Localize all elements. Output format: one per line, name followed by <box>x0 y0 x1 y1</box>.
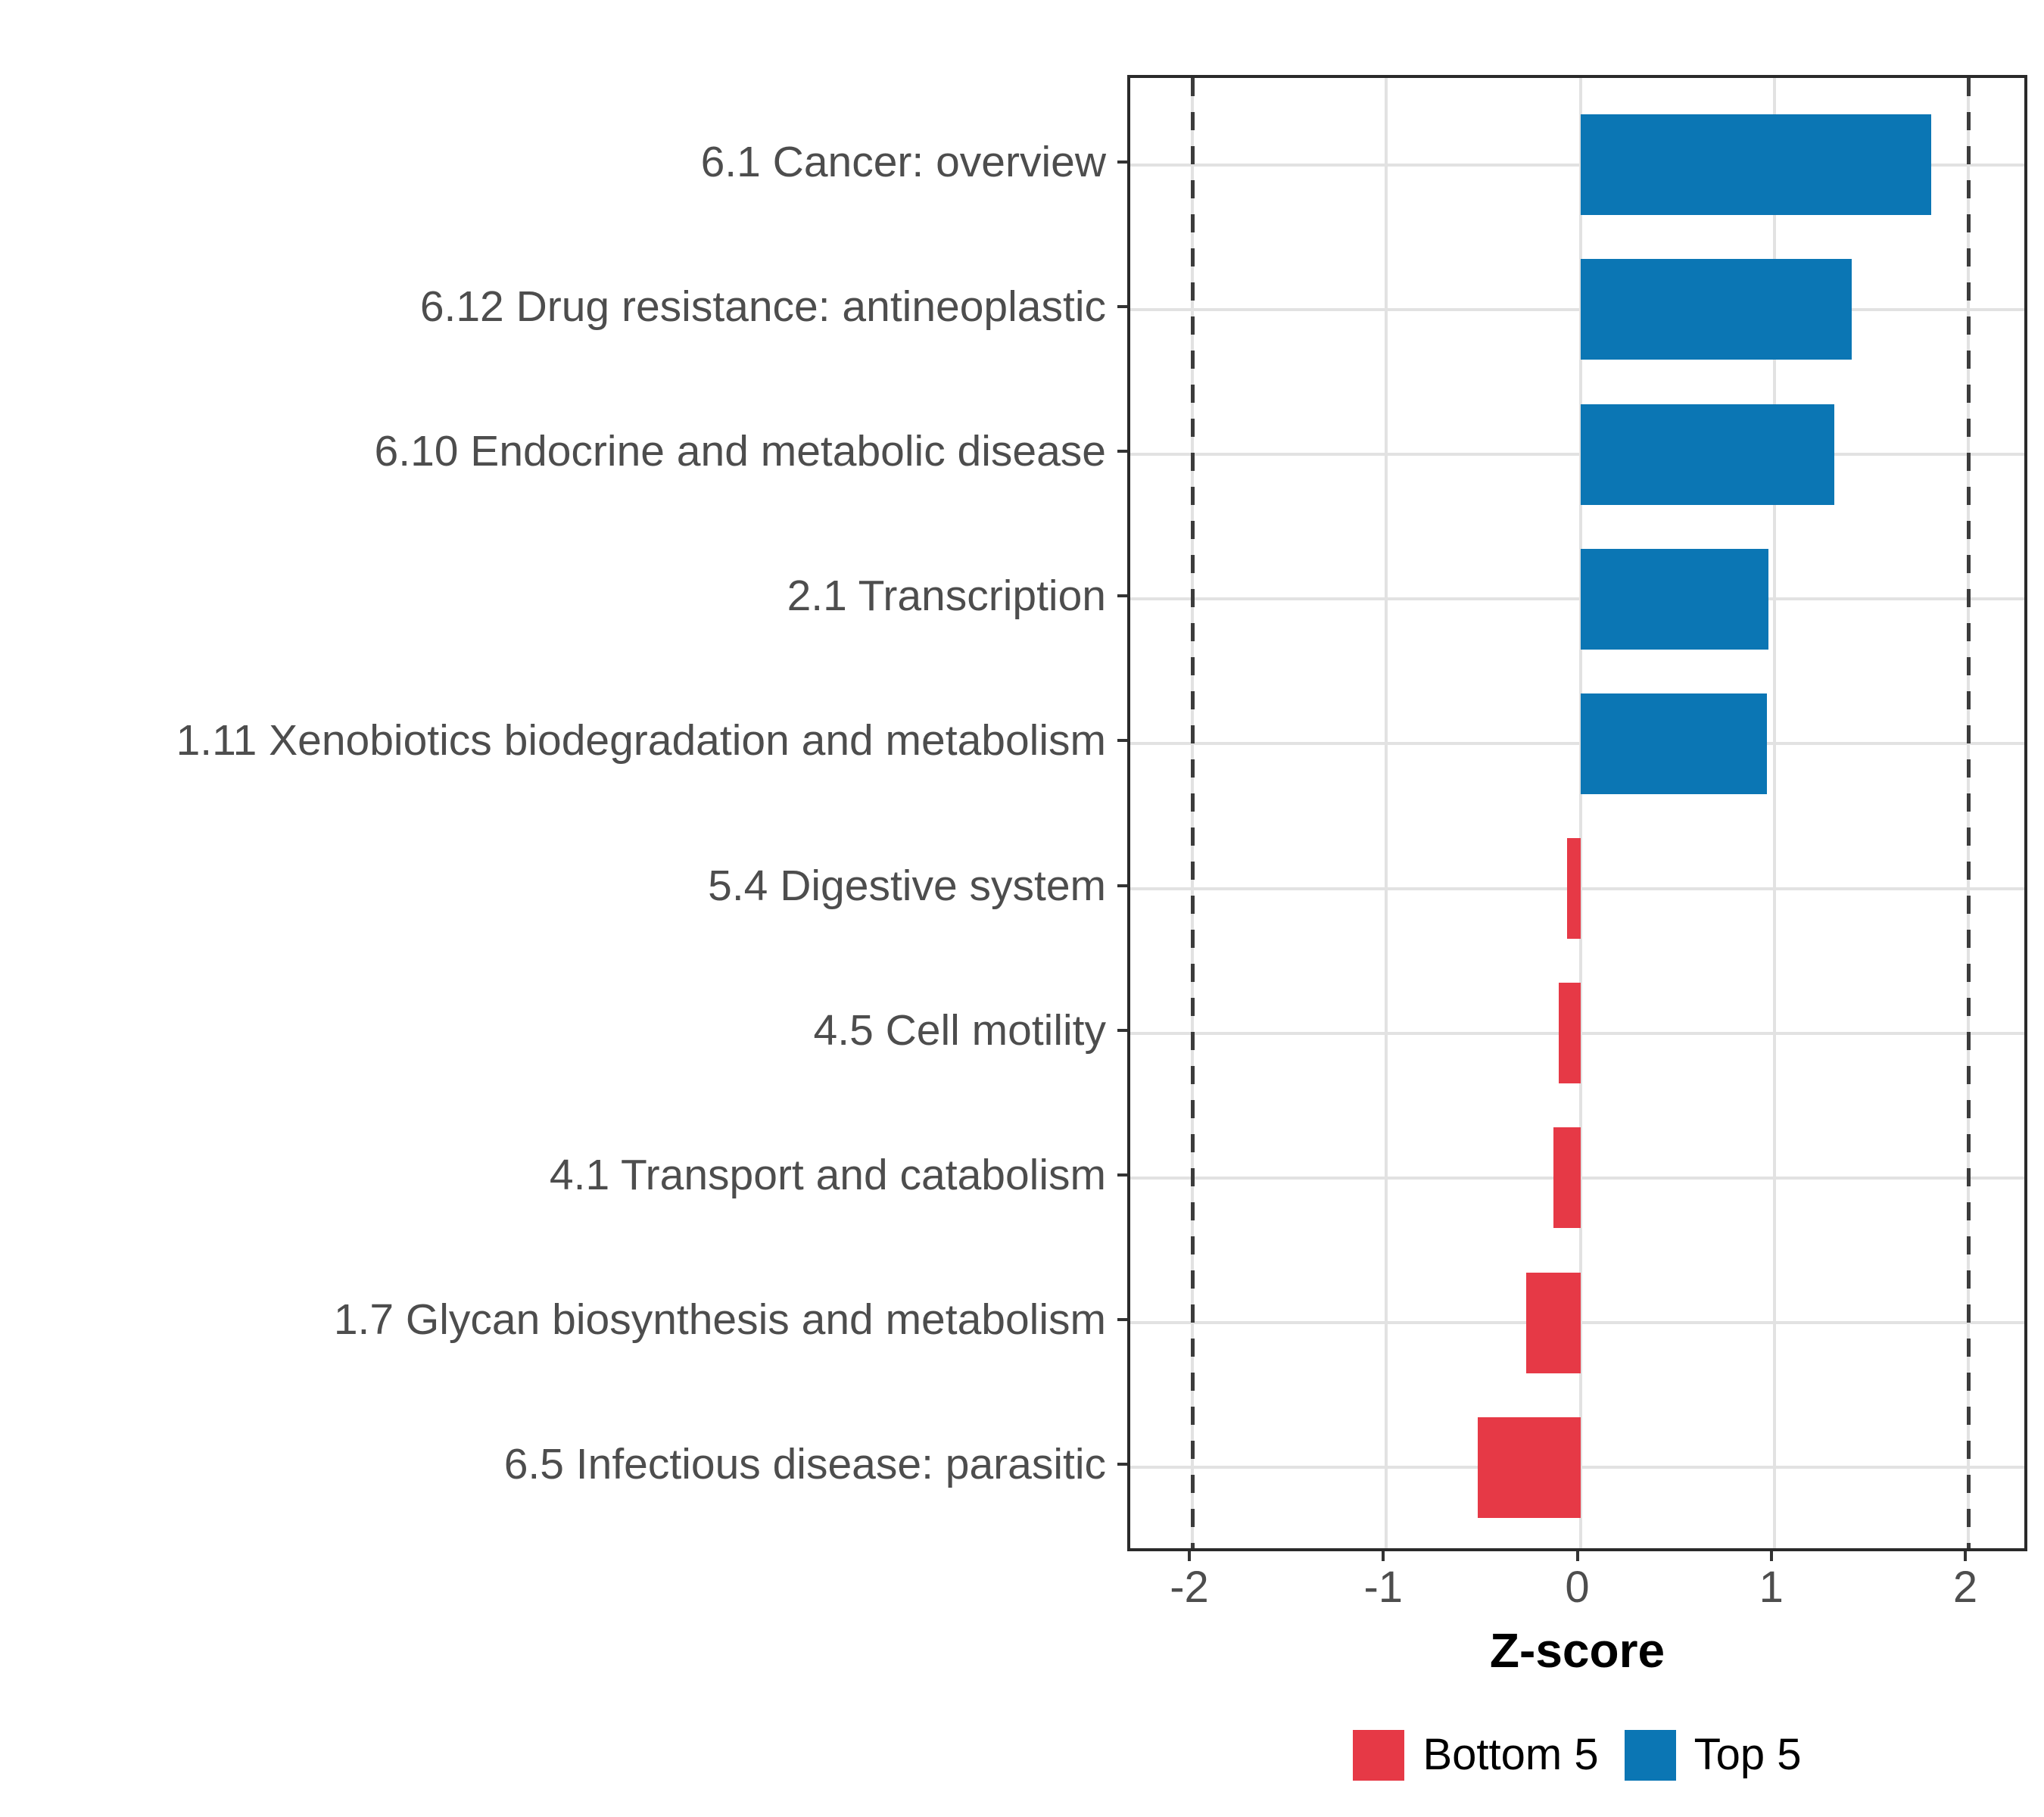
bar <box>1580 548 1769 650</box>
y-axis-tick <box>1117 739 1127 743</box>
x-tick-label: -2 <box>1170 1563 1209 1612</box>
gridline-y <box>1130 597 2024 601</box>
y-tick-label: 5.4 Digestive system <box>708 861 1106 910</box>
gridline-y <box>1130 307 2024 311</box>
gridline-x <box>1385 78 1388 1548</box>
y-axis-tick <box>1117 1173 1127 1177</box>
bar <box>1525 1272 1581 1373</box>
bar <box>1477 1417 1581 1518</box>
bar <box>1559 983 1581 1084</box>
legend-swatch-bottom-5 <box>1353 1729 1405 1781</box>
y-axis-tick <box>1117 594 1127 598</box>
gridline-y <box>1130 742 2024 746</box>
y-axis-tick <box>1117 884 1127 887</box>
dashed-reference-line <box>1190 78 1195 1548</box>
y-axis-tick <box>1117 1028 1127 1032</box>
legend-swatch-top-5 <box>1624 1729 1676 1781</box>
y-tick-label: 6.12 Drug resistance: antineoplastic <box>419 282 1106 331</box>
legend-label-top-5: Top 5 <box>1693 1730 1802 1779</box>
bar <box>1580 114 1932 216</box>
y-axis-tick <box>1117 1318 1127 1322</box>
bar <box>1580 693 1767 794</box>
dashed-reference-line <box>1966 78 1971 1548</box>
y-tick-label: 1.7 Glycan biosynthesis and metabolism <box>333 1295 1106 1345</box>
gridline-x <box>1578 78 1582 1548</box>
x-axis-title: Z-score <box>1489 1623 1665 1678</box>
y-tick-label: 6.5 Infectious disease: parasitic <box>503 1440 1106 1489</box>
y-tick-label: 6.1 Cancer: overview <box>700 137 1106 186</box>
legend-item-bottom-5: Bottom 5 <box>1353 1729 1599 1781</box>
x-tick-label: 0 <box>1565 1563 1590 1612</box>
legend: Bottom 5 Top 5 <box>1127 1728 2027 1781</box>
bar <box>1566 838 1581 940</box>
bar <box>1580 404 1835 505</box>
bar <box>1580 259 1852 360</box>
legend-label-bottom-5: Bottom 5 <box>1422 1730 1599 1779</box>
y-tick-label: 6.10 Endocrine and metabolic disease <box>374 427 1106 476</box>
x-axis-tick <box>1188 1551 1191 1561</box>
legend-item-top-5: Top 5 <box>1624 1729 1802 1781</box>
y-tick-label: 1.11 Xenobiotics biodegradation and meta… <box>176 716 1106 765</box>
y-axis-tick <box>1117 1463 1127 1466</box>
x-axis-tick <box>1769 1551 1773 1561</box>
bar <box>1553 1127 1581 1229</box>
y-tick-label: 2.1 Transcription <box>787 572 1106 621</box>
x-tick-label: 1 <box>1759 1563 1784 1612</box>
x-axis-tick <box>1382 1551 1385 1561</box>
x-tick-label: 2 <box>1952 1563 1978 1612</box>
x-axis-tick <box>1575 1551 1579 1561</box>
y-axis-tick <box>1117 450 1127 453</box>
x-axis-tick <box>1964 1551 1967 1561</box>
y-axis-tick <box>1117 160 1127 164</box>
plot-panel <box>1127 75 2027 1551</box>
gridline-y <box>1130 453 2024 457</box>
y-axis-tick <box>1117 304 1127 308</box>
y-tick-label: 4.5 Cell motility <box>813 1005 1106 1055</box>
x-tick-label: -1 <box>1363 1563 1404 1612</box>
gridline-x <box>1772 78 1776 1548</box>
gridline-y <box>1130 163 2024 167</box>
y-tick-label: 4.1 Transport and catabolism <box>549 1150 1106 1199</box>
